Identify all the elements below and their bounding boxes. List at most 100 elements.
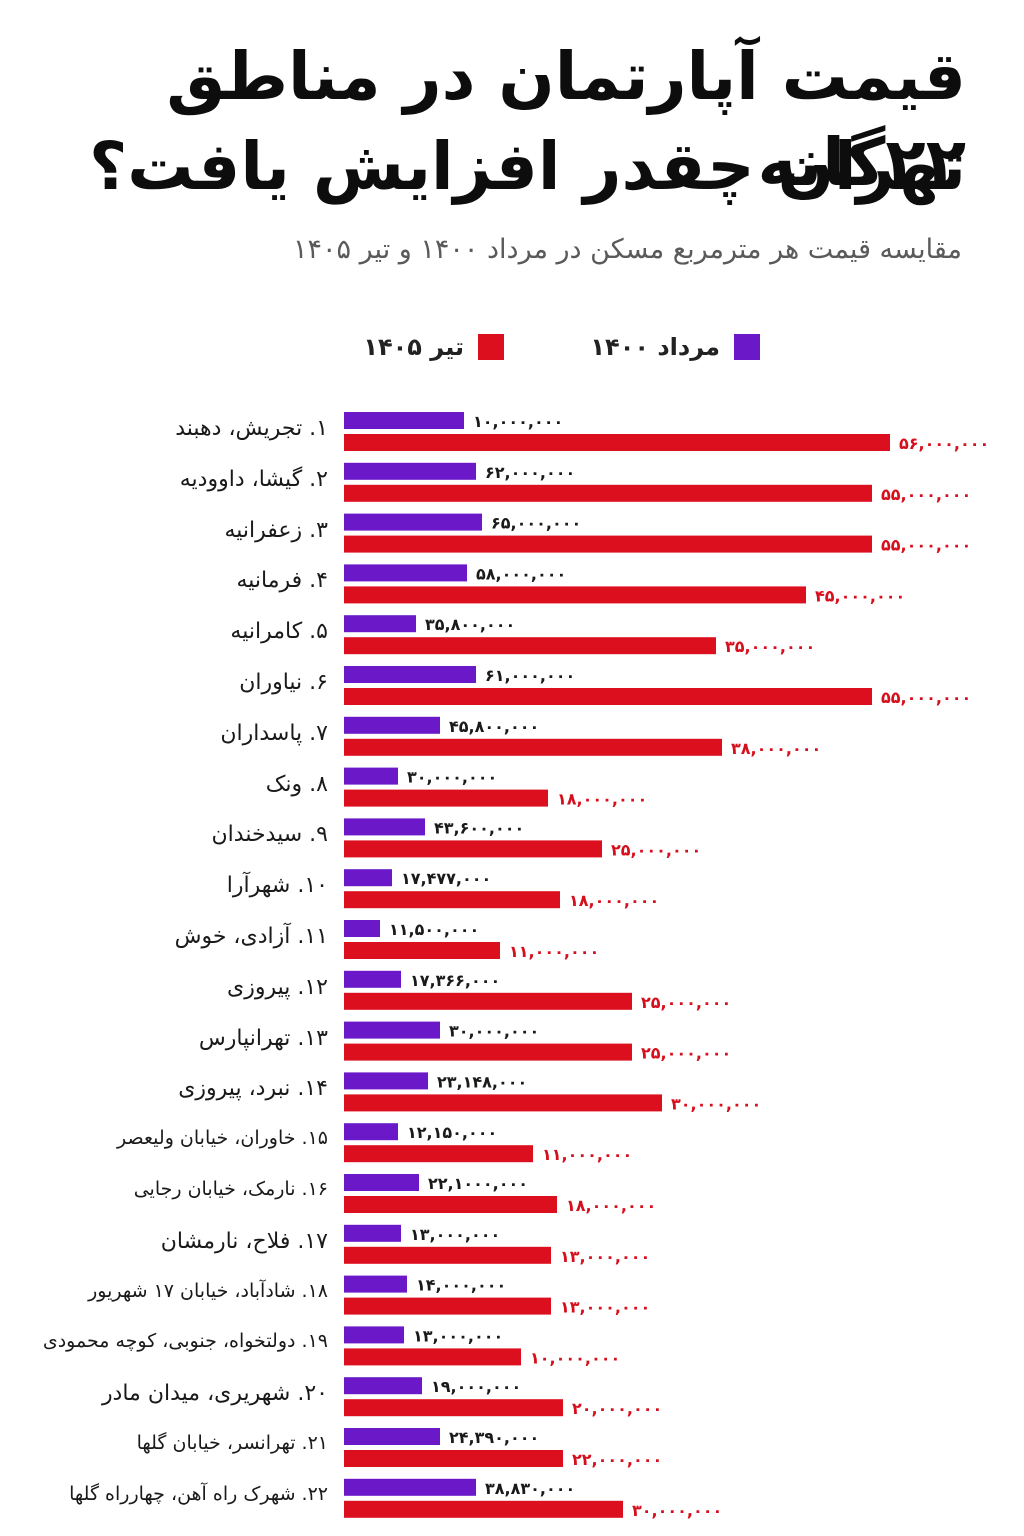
data-label-mordad-1400: ۶۵,۰۰۰,۰۰۰ (491, 514, 581, 533)
bar-mordad-1400 (344, 1478, 476, 1496)
data-label-tir-1405: ۲۵,۰۰۰,۰۰۰ (641, 1044, 731, 1063)
category-label: ۲. گیشا، داوودیه (179, 466, 328, 492)
data-label-mordad-1400: ۲۴,۳۹۰,۰۰۰ (449, 1428, 539, 1447)
bar-mordad-1400 (344, 818, 425, 836)
category-label: ۷. پاسداران (220, 720, 328, 746)
bar-mordad-1400 (344, 513, 482, 531)
data-label-mordad-1400: ۱۴,۰۰۰,۰۰۰ (416, 1276, 506, 1295)
category-label: ۸. ونک (265, 771, 328, 797)
bar-mordad-1400 (344, 767, 398, 785)
data-label-mordad-1400: ۳۰,۰۰۰,۰۰۰ (407, 768, 497, 787)
data-label-tir-1405: ۱۸,۰۰۰,۰۰۰ (557, 790, 647, 809)
bar-mordad-1400 (344, 1174, 419, 1191)
data-label-tir-1405: ۳۵,۰۰۰,۰۰۰ (725, 637, 815, 656)
data-label-mordad-1400: ۱۹,۰۰۰,۰۰۰ (431, 1377, 521, 1396)
category-label: ۱۶. نارمک، خیابان رجایی (133, 1178, 328, 1200)
category-label: ۵. کامرانیه (230, 619, 328, 645)
data-label-tir-1405: ۲۵,۰۰۰,۰۰۰ (641, 993, 731, 1012)
data-label-tir-1405: ۲۲,۰۰۰,۰۰۰ (572, 1450, 662, 1469)
bar-tir-1405 (344, 1043, 632, 1061)
bar-mordad-1400 (344, 666, 476, 683)
bar-tir-1405 (344, 1094, 662, 1112)
bar-tir-1405 (344, 586, 806, 604)
bar-tir-1405 (344, 789, 548, 807)
data-label-mordad-1400: ۴۵,۸۰۰,۰۰۰ (449, 717, 539, 736)
data-label-mordad-1400: ۱۷,۴۷۷,۰۰۰ (401, 869, 491, 888)
bar-tir-1405 (344, 1500, 623, 1518)
category-label: ۱۳. تهرانپارس (198, 1025, 328, 1051)
data-label-mordad-1400: ۶۱,۰۰۰,۰۰۰ (485, 666, 575, 685)
legend-swatch-mordad (734, 334, 760, 360)
data-label-tir-1405: ۵۵,۰۰۰,۰۰۰ (881, 688, 971, 707)
bar-mordad-1400 (344, 1275, 407, 1293)
data-label-mordad-1400: ۳۵,۸۰۰,۰۰۰ (425, 615, 515, 634)
chart-title-line-2: تهران چقدر افزایش یافت؟ (88, 128, 967, 205)
category-label: ۱۲. پیروزی (227, 974, 328, 1000)
category-label: ۹. سیدخندان (211, 822, 329, 848)
bar-mordad-1400 (344, 869, 392, 887)
bar-mordad-1400 (344, 920, 380, 937)
bar-mordad-1400 (344, 462, 476, 480)
bar-tir-1405 (344, 1246, 551, 1264)
category-label: ۲۰. شهریری، میدان مادر (101, 1381, 328, 1407)
category-label: ۱۸. شادآباد، خیابان ۱۷ شهریور (88, 1279, 328, 1302)
data-label-tir-1405: ۱۱,۰۰۰,۰۰۰ (542, 1145, 632, 1164)
bar-mordad-1400 (344, 1428, 440, 1445)
legend-swatch-tir (478, 334, 504, 360)
category-label: ۲۲. شهرک راه آهن، چهارراه گلها (69, 1482, 328, 1505)
data-label-tir-1405: ۲۰,۰۰۰,۰۰۰ (572, 1399, 662, 1418)
data-label-mordad-1400: ۱۲,۱۵۰,۰۰۰ (407, 1123, 497, 1142)
data-label-tir-1405: ۱۳,۰۰۰,۰۰۰ (560, 1247, 650, 1266)
data-label-mordad-1400: ۱۳,۰۰۰,۰۰۰ (410, 1225, 500, 1244)
bar-mordad-1400 (344, 1377, 422, 1395)
data-label-tir-1405: ۴۵,۰۰۰,۰۰۰ (815, 586, 905, 605)
bar-mordad-1400 (344, 1021, 440, 1039)
bar-mordad-1400 (344, 412, 464, 429)
data-label-mordad-1400: ۴۳,۶۰۰,۰۰۰ (434, 818, 524, 837)
bar-tir-1405 (344, 434, 890, 451)
legend-label-tir: تیر ۱۴۰۵ (363, 333, 464, 361)
bar-tir-1405 (344, 1145, 533, 1163)
data-label-tir-1405: ۳۸,۰۰۰,۰۰۰ (731, 739, 821, 758)
category-label: ۲۱. تهرانسر، خیابان گلها (136, 1432, 328, 1454)
bar-tir-1405 (344, 891, 560, 909)
category-label: ۴. فرمانیه (236, 568, 328, 594)
bar-tir-1405 (344, 535, 872, 553)
legend-item-mordad: مرداد ۱۴۰۰ (590, 330, 760, 364)
data-label-mordad-1400: ۱۷,۳۶۶,۰۰۰ (410, 971, 500, 990)
data-label-mordad-1400: ۶۲,۰۰۰,۰۰۰ (485, 463, 575, 482)
bar-mordad-1400 (344, 1326, 404, 1344)
data-label-tir-1405: ۵۵,۰۰۰,۰۰۰ (881, 485, 971, 504)
data-label-tir-1405: ۱۱,۰۰۰,۰۰۰ (509, 942, 599, 961)
data-label-mordad-1400: ۱۳,۰۰۰,۰۰۰ (413, 1326, 503, 1345)
category-label: ۱۰. شهرآرا (226, 873, 328, 899)
bar-tir-1405 (344, 1297, 551, 1315)
bar-tir-1405 (344, 1450, 563, 1467)
bar-tir-1405 (344, 942, 500, 959)
data-label-mordad-1400: ۲۳,۱۴۸,۰۰۰ (437, 1072, 527, 1091)
chart-title-line-1: قیمت آپارتمان در مناطق ۲۲گانه (166, 38, 967, 201)
bar-mordad-1400 (344, 1224, 401, 1242)
category-label: ۱۱. آزادی، خوش (174, 924, 328, 949)
legend-label-mordad: مرداد ۱۴۰۰ (590, 333, 720, 361)
bar-tir-1405 (344, 840, 602, 858)
bar-mordad-1400 (344, 970, 401, 988)
bar-mordad-1400 (344, 1123, 398, 1141)
data-label-mordad-1400: ۱۱,۵۰۰,۰۰۰ (389, 920, 479, 939)
bar-mordad-1400 (344, 716, 440, 734)
data-label-mordad-1400: ۱۰,۰۰۰,۰۰۰ (473, 412, 563, 431)
data-label-tir-1405: ۳۰,۰۰۰,۰۰۰ (671, 1094, 761, 1113)
chart-subtitle: مقایسه قیمت هر مترمربع مسکن در مرداد ۱۴۰… (293, 234, 962, 265)
bar-tir-1405 (344, 1196, 557, 1213)
bar-tir-1405 (344, 992, 632, 1010)
category-label: ۱۹. دولتخواه، جنوبی، کوچه محمودی (42, 1330, 328, 1353)
data-label-mordad-1400: ۲۲,۱۰۰۰,۰۰۰ (428, 1174, 528, 1193)
bar-tir-1405 (344, 484, 872, 502)
bar-tir-1405 (344, 1399, 563, 1417)
bar-mordad-1400 (344, 564, 467, 582)
category-label: ۱. تجریش، دهبند (175, 416, 328, 441)
category-label: ۳. زعفرانیه (224, 517, 328, 543)
legend-item-tir: تیر ۱۴۰۵ (363, 330, 504, 364)
data-label-tir-1405: ۱۰,۰۰۰,۰۰۰ (530, 1348, 620, 1367)
